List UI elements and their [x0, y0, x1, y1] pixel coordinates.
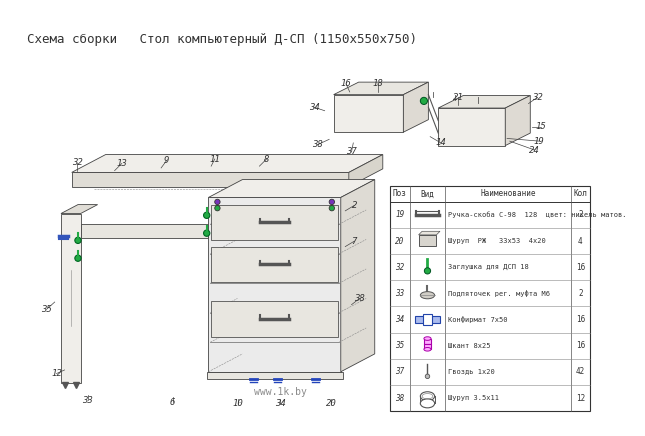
- Text: 35: 35: [395, 341, 404, 350]
- Text: 20: 20: [326, 399, 336, 409]
- Ellipse shape: [421, 392, 435, 401]
- Text: Поз: Поз: [393, 189, 407, 198]
- Polygon shape: [505, 95, 530, 146]
- Text: Вид: Вид: [421, 189, 435, 198]
- Text: 32: 32: [532, 93, 543, 102]
- Polygon shape: [208, 198, 341, 372]
- Circle shape: [421, 97, 428, 105]
- Polygon shape: [61, 214, 81, 383]
- Text: Гвоздь 1х20: Гвоздь 1х20: [448, 369, 495, 375]
- Polygon shape: [419, 231, 440, 235]
- Text: 14: 14: [435, 138, 446, 147]
- Polygon shape: [61, 204, 97, 214]
- Text: 19: 19: [395, 211, 404, 219]
- Text: 4: 4: [578, 237, 582, 245]
- Text: 15: 15: [535, 123, 546, 131]
- Text: www.1k.by: www.1k.by: [253, 387, 306, 397]
- Text: 34: 34: [275, 399, 285, 409]
- Polygon shape: [211, 247, 338, 283]
- Text: 19: 19: [534, 136, 544, 146]
- Text: 16: 16: [576, 315, 585, 324]
- Circle shape: [75, 237, 81, 243]
- Text: 32: 32: [72, 158, 83, 167]
- Text: Конфирмат 7х50: Конфирмат 7х50: [448, 316, 508, 323]
- Polygon shape: [211, 204, 338, 240]
- Text: Кол: Кол: [573, 189, 588, 198]
- Text: 10: 10: [233, 399, 243, 409]
- Polygon shape: [72, 154, 382, 172]
- Polygon shape: [81, 224, 208, 238]
- Text: 33: 33: [395, 289, 404, 298]
- Text: 8: 8: [264, 154, 269, 164]
- Text: 34: 34: [308, 102, 319, 112]
- Bar: [424, 344, 431, 349]
- Bar: [423, 314, 432, 325]
- Text: Шуруп  РЖ   33х53  4х20: Шуруп РЖ 33х53 4х20: [448, 238, 546, 244]
- Text: 9: 9: [164, 156, 169, 165]
- Polygon shape: [403, 82, 428, 132]
- Text: 38: 38: [354, 294, 365, 303]
- Text: 37: 37: [346, 147, 357, 157]
- Text: 20: 20: [395, 237, 404, 245]
- Circle shape: [204, 212, 210, 218]
- Text: Шуруп 3.5х11: Шуруп 3.5х11: [448, 395, 499, 401]
- Text: 16: 16: [576, 263, 585, 272]
- Text: 16: 16: [576, 341, 585, 350]
- Text: Шкант 8х25: Шкант 8х25: [448, 343, 491, 349]
- Circle shape: [329, 205, 335, 211]
- Text: 32: 32: [395, 263, 404, 272]
- Bar: [424, 339, 431, 344]
- Circle shape: [215, 205, 220, 211]
- Text: 7: 7: [352, 237, 357, 246]
- Circle shape: [329, 199, 335, 204]
- Text: 2: 2: [352, 201, 357, 210]
- Text: 11: 11: [210, 154, 220, 164]
- Text: 42: 42: [576, 368, 585, 376]
- Text: Схема сборки   Стол компьютерный Д-СП (1150х550х750): Схема сборки Стол компьютерный Д-СП (115…: [27, 33, 417, 46]
- Polygon shape: [72, 172, 349, 187]
- Polygon shape: [341, 180, 375, 372]
- Ellipse shape: [421, 292, 435, 299]
- Text: 33: 33: [83, 396, 93, 405]
- Ellipse shape: [424, 347, 431, 351]
- Text: 21: 21: [453, 93, 463, 102]
- Text: 12: 12: [51, 369, 62, 378]
- Text: 24: 24: [530, 146, 540, 155]
- Polygon shape: [208, 180, 375, 198]
- Ellipse shape: [421, 399, 435, 408]
- Text: Наименование: Наименование: [480, 189, 536, 198]
- Circle shape: [215, 199, 220, 204]
- Text: 13: 13: [116, 159, 127, 168]
- Circle shape: [425, 374, 430, 378]
- Text: 38: 38: [395, 394, 404, 402]
- Text: 2: 2: [578, 289, 582, 298]
- Circle shape: [424, 268, 431, 274]
- Text: Подпяточек рег. муфта М6: Подпяточек рег. муфта М6: [448, 290, 550, 297]
- Text: 35: 35: [41, 305, 52, 313]
- Polygon shape: [349, 154, 382, 187]
- Polygon shape: [333, 82, 428, 95]
- Text: Ручка-скоба С-98  128  цвет: никель матов.: Ручка-скоба С-98 128 цвет: никель матов.: [448, 212, 626, 218]
- Bar: [415, 316, 440, 323]
- Text: Заглушка для ДСП 18: Заглушка для ДСП 18: [448, 264, 529, 270]
- Polygon shape: [333, 95, 403, 132]
- Polygon shape: [206, 372, 342, 379]
- Circle shape: [75, 255, 81, 261]
- Bar: [419, 235, 437, 246]
- Polygon shape: [211, 301, 338, 337]
- Bar: [390, 186, 590, 411]
- Text: 16: 16: [341, 79, 352, 89]
- Text: 18: 18: [373, 79, 384, 89]
- Text: 12: 12: [576, 394, 585, 402]
- Text: 6: 6: [170, 398, 175, 407]
- Polygon shape: [438, 108, 505, 146]
- Circle shape: [204, 230, 210, 236]
- Ellipse shape: [424, 337, 431, 341]
- Polygon shape: [438, 95, 530, 108]
- Text: 34: 34: [395, 315, 404, 324]
- Text: 37: 37: [395, 368, 404, 376]
- Text: 2: 2: [578, 211, 582, 219]
- Text: 38: 38: [312, 140, 323, 149]
